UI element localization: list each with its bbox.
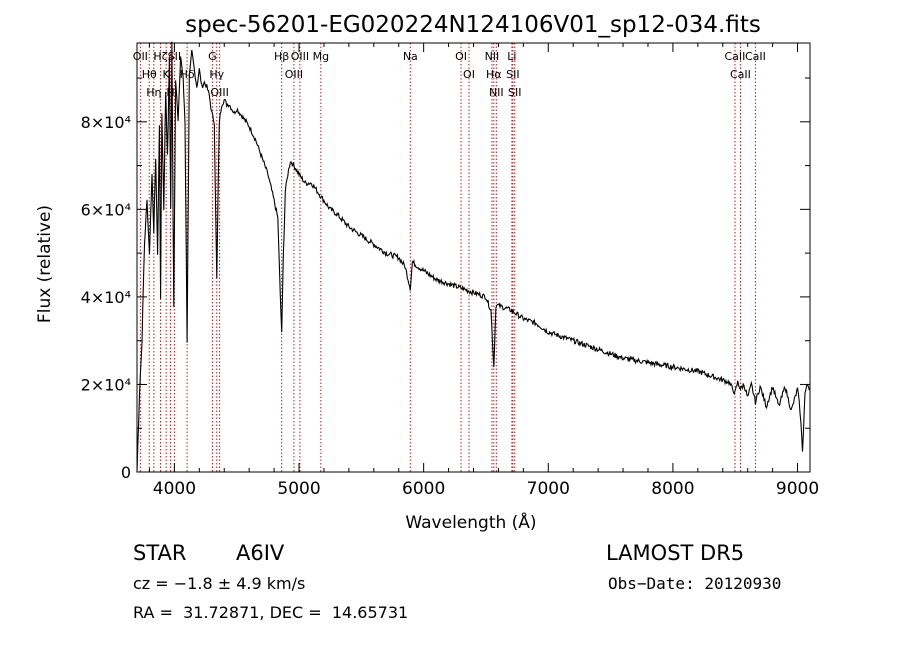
line-label-18: NII bbox=[485, 50, 500, 63]
y-tick-label: 4×10⁴ bbox=[81, 288, 131, 307]
object-type: STAR bbox=[133, 541, 187, 565]
line-label-0: OII bbox=[133, 50, 148, 63]
x-tick-label: 6000 bbox=[402, 479, 445, 499]
line-label-13: OIII bbox=[291, 50, 309, 63]
y-tick-label: 6×10⁴ bbox=[81, 200, 131, 219]
x-tick-label: 4000 bbox=[153, 479, 196, 499]
line-label-20: NII bbox=[489, 86, 504, 99]
line-label-6: SII bbox=[168, 50, 181, 63]
line-label-25: CaII bbox=[730, 68, 751, 81]
y-tick-label: 0 bbox=[121, 463, 131, 482]
y-tick-label: 8×10⁴ bbox=[81, 113, 131, 132]
line-label-15: Na bbox=[403, 50, 418, 63]
spectral-class: A6IV bbox=[236, 541, 285, 565]
x-tick-label: 5000 bbox=[277, 479, 320, 499]
emission-line-markers bbox=[139, 43, 756, 472]
x-tick-label: 7000 bbox=[527, 479, 570, 499]
line-label-12: OIII bbox=[285, 68, 303, 81]
x-axis: 4000 5000 6000 7000 8000 9000 bbox=[148, 43, 819, 499]
line-label-19: Hα bbox=[486, 68, 502, 81]
line-label-11: Hβ bbox=[274, 50, 289, 63]
x-axis-label: Wavelength (Å) bbox=[405, 511, 536, 533]
line-label-14: Mg bbox=[313, 50, 329, 63]
spectrum-series bbox=[136, 41, 811, 473]
line-label-4: K bbox=[163, 68, 171, 81]
line-label-10: OIII bbox=[210, 86, 228, 99]
survey-name: LAMOST DR5 bbox=[606, 541, 745, 565]
line-label-17: OI bbox=[463, 68, 475, 81]
observation-date: Obs−Date: 20120930 bbox=[608, 574, 782, 593]
line-label-3: Hζ bbox=[153, 50, 167, 63]
line-label-22: SII bbox=[506, 68, 519, 81]
chart-title: spec-56201-EG020224N124106V01_sp12-034.f… bbox=[185, 12, 761, 38]
line-label-5: H bbox=[166, 86, 174, 99]
line-label-23: SII bbox=[508, 86, 521, 99]
x-tick-label: 8000 bbox=[651, 479, 694, 499]
line-label-24: CaII bbox=[725, 50, 746, 63]
sky-coordinates: RA = 31.72871, DEC = 14.65731 bbox=[133, 603, 409, 622]
line-label-9: Hγ bbox=[209, 68, 224, 81]
line-label-26: CaII bbox=[745, 50, 766, 63]
redshift-velocity: cz = −1.8 ± 4.9 km/s bbox=[133, 574, 306, 593]
line-label-16: OI bbox=[455, 50, 467, 63]
y-axis: 0 2×10⁴ 4×10⁴ 6×10⁴ 8×10⁴ bbox=[81, 77, 810, 482]
line-label-8: G bbox=[208, 50, 217, 63]
y-axis-label: Flux (relative) bbox=[35, 205, 55, 323]
line-label-21: Li bbox=[507, 50, 516, 63]
plot-frame bbox=[136, 42, 811, 473]
line-label-1: Hθ bbox=[142, 68, 157, 81]
x-tick-label: 9000 bbox=[776, 479, 819, 499]
y-tick-label: 2×10⁴ bbox=[81, 375, 131, 394]
line-label-2: Hη bbox=[146, 86, 161, 99]
